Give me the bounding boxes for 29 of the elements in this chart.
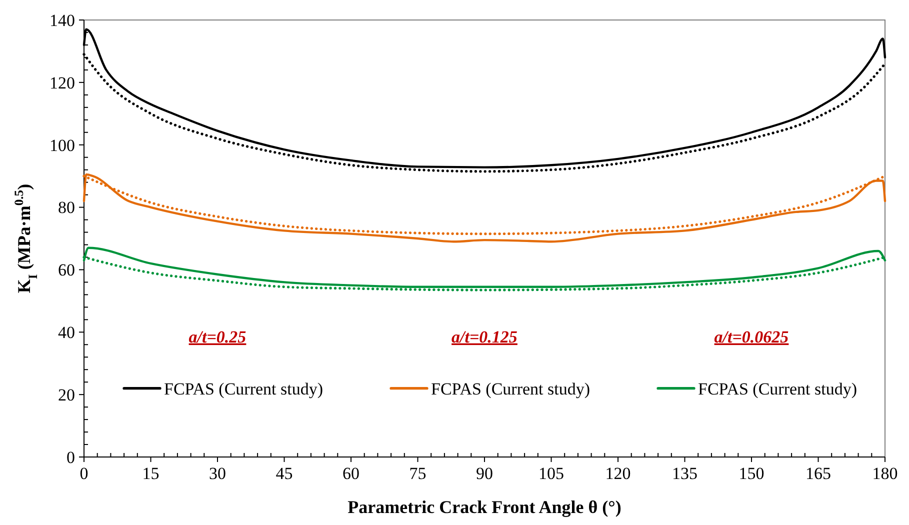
x-axis-title: Parametric Crack Front Angle θ (°) [348,497,622,517]
x-tick-label: 105 [538,464,564,483]
x-tick-label: 75 [409,464,426,483]
x-tick-label: 165 [806,464,831,483]
legend-label: FCPAS (Current study) [698,379,858,398]
y-tick-label: 100 [50,136,75,155]
line-series [82,246,886,288]
annotation: a/t=0.25 [188,327,247,346]
x-tick-label: 60 [342,464,360,483]
x-tick-label: 120 [605,464,631,483]
x-tick-label: 150 [738,464,764,483]
y-tick-label: 140 [50,10,75,30]
x-tick-label: 135 [672,464,698,483]
x-tick-label: 180 [872,464,898,483]
legend-label: FCPAS (Current study) [164,379,324,398]
legend-label: FCPAS (Current study) [431,379,590,398]
y-tick-label: 0 [66,448,75,467]
annotation: a/t=0.125 [452,327,518,346]
x-tick-label: 30 [209,464,226,483]
y-tick-label: 60 [58,260,75,280]
y-tick-label: 20 [58,386,75,405]
annotation: a/t=0.0625 [714,327,790,346]
x-tick-label: 45 [276,464,293,483]
y-tick-label: 80 [58,198,75,218]
x-tick-label: 0 [80,464,88,483]
x-tick-label: 15 [142,464,160,483]
y-tick-label: 120 [50,73,75,92]
x-tick-label: 90 [476,464,493,483]
y-tick-label: 40 [58,323,75,342]
